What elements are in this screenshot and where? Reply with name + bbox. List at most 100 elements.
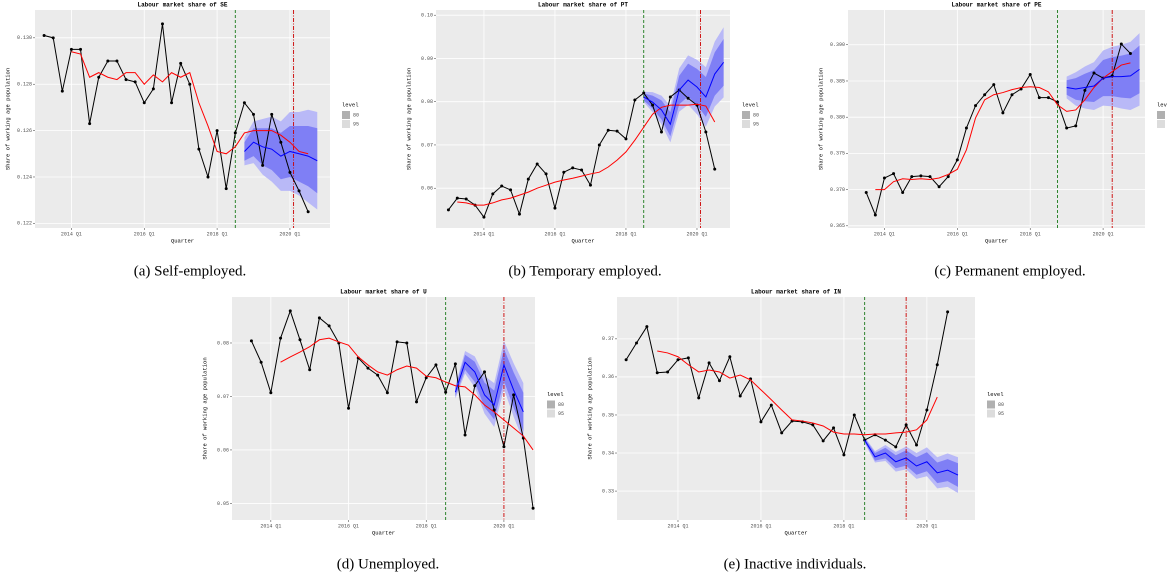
data-point [206,175,210,179]
data-point [288,309,292,313]
legend-key [987,409,995,418]
y-tick-label: 0.128 [17,82,32,88]
data-point [269,391,273,395]
data-point [160,22,164,26]
data-point [811,423,815,427]
y-axis-label: Share of working age population [4,68,11,170]
plot-panel [436,10,730,228]
x-tick-label: 2018 Q1 [416,523,437,529]
chart-title: Labour market share of SE [137,2,227,9]
legend-label: 80 [753,112,759,118]
y-tick-label: 0.10 [421,13,433,19]
data-point [97,75,101,79]
legend-key [1157,111,1165,119]
data-point [983,93,987,97]
series-line [1066,68,1140,90]
y-tick-label: 0.122 [17,221,32,227]
data-point [553,206,557,210]
x-tick-label: 2020 Q1 [916,523,937,529]
data-point [937,185,941,189]
data-point [142,101,146,105]
series-line [280,337,534,451]
data-point [901,191,905,195]
x-tick-label: 2014 Q1 [473,231,494,237]
data-point [821,439,825,443]
data-point [197,147,201,151]
legend-label: 80 [998,402,1004,408]
data-point [415,400,419,404]
data-point [308,368,312,372]
legend-label: 80 [353,112,359,118]
legend-label: 80 [558,402,564,408]
legend-title: level [1157,101,1167,108]
legend-title: level [987,391,1004,398]
data-point [297,189,301,193]
caption: (a) Self-employed. [134,263,246,279]
data-point [562,170,566,174]
data-point [580,168,584,172]
y-tick-label: 0.36 [602,374,614,380]
data-point [385,391,389,395]
data-point [1074,124,1078,128]
chart-title: Labour market share of IN [751,289,841,296]
y-tick-label: 0.365 [830,223,845,229]
data-point [517,212,521,216]
data-point [928,175,932,179]
y-tick-label: 0.370 [830,187,845,193]
y-tick-label: 0.385 [830,78,845,84]
data-point [642,91,646,95]
data-point [288,170,292,174]
x-tick-label: 2016 Q1 [750,523,771,529]
data-point [444,390,448,394]
x-axis-label: Quarter [784,529,807,536]
data-point [424,376,428,380]
data-point [473,384,477,388]
data-point [704,130,708,134]
y-tick-label: 0.06 [217,447,229,453]
y-axis-label: Share of working age population [586,357,593,459]
data-point [1083,88,1087,92]
data-point [179,61,183,65]
series-line [875,62,1131,191]
y-tick-label: 0.380 [830,115,845,121]
data-point [42,34,46,38]
data-point [597,143,601,147]
x-axis-label: Quarter [171,237,194,244]
y-tick-label: 0.34 [602,450,614,456]
data-point [571,166,575,170]
y-tick-label: 0.124 [17,174,32,180]
data-point [224,187,228,191]
forecast-band [244,125,318,194]
data-point [668,95,672,99]
data-point [482,215,486,219]
data-point [1056,100,1060,104]
data-point [483,370,486,374]
y-tick-label: 0.08 [421,99,433,105]
forecast-band [643,38,724,137]
data-point [634,341,638,345]
data-point [915,443,919,447]
data-point [1010,93,1014,97]
data-point [502,445,506,449]
data-point [738,394,742,398]
data-point [1019,87,1023,91]
series-line [454,361,524,413]
data-point [651,103,655,107]
legend-key [742,111,750,119]
data-point [883,438,887,442]
data-point [974,104,978,108]
data-point [347,406,351,410]
y-tick-label: 0.33 [602,488,614,494]
y-tick-label: 0.07 [217,394,229,400]
data-point [655,371,659,375]
data-point [842,453,846,457]
data-point [659,130,663,134]
x-tick-label: 2018 Q1 [207,231,228,237]
y-tick-label: 0.05 [217,501,229,507]
data-point [88,122,92,126]
y-axis-label: Share of working age population [201,357,208,459]
data-point [376,373,380,377]
data-point [124,78,128,82]
data-point [535,162,539,166]
data-point [170,101,174,105]
